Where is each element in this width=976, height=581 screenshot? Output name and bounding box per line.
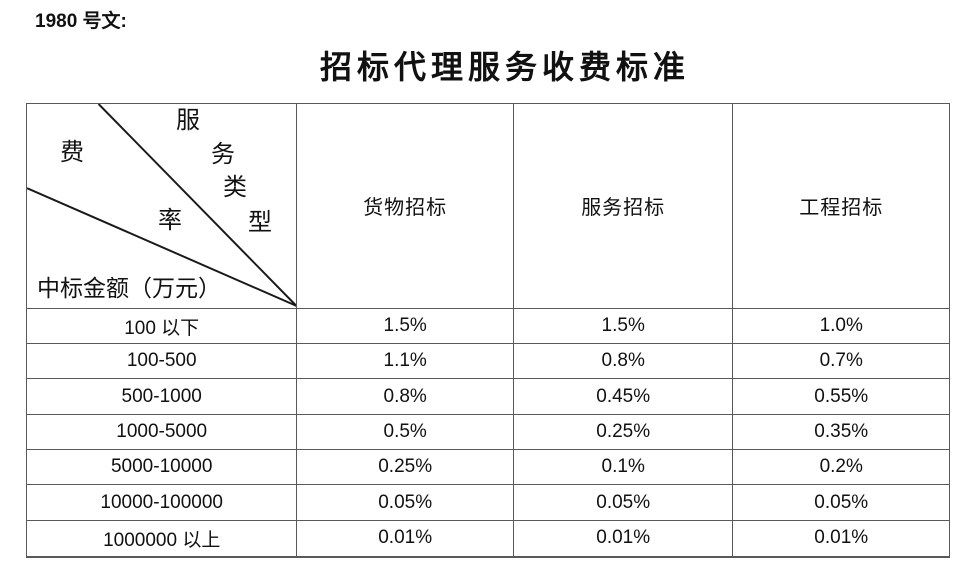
- corner-service-type-char: 类: [223, 175, 247, 201]
- fee-value-cell: 0.05%: [733, 485, 949, 521]
- fee-value-cell: 0.2%: [733, 450, 949, 486]
- fee-value-cell: 0.35%: [733, 415, 949, 451]
- corner-fee-rate-char: 率: [158, 208, 182, 234]
- column-header-engineering: 工程招标: [733, 104, 949, 309]
- corner-service-type-char: 务: [211, 142, 235, 168]
- fee-value-cell: 0.05%: [297, 485, 514, 521]
- fee-value-cell: 0.5%: [297, 414, 514, 451]
- row-label-cell: 100 以下: [27, 308, 298, 345]
- fee-value-cell: 0.05%: [513, 485, 734, 521]
- corner-amount-label: 中标金额（万元）: [37, 276, 221, 301]
- column-header-goods: 货物招标: [297, 104, 514, 309]
- doc-number-label: 1980 号文:: [35, 11, 127, 32]
- fee-value-cell: 0.25%: [513, 414, 734, 451]
- row-label-cell: 10000-100000: [27, 485, 298, 521]
- fee-value-cell: 0.55%: [733, 379, 949, 415]
- table-corner-cell: 服 务 类 型 费 率 中标金额（万元）: [27, 104, 298, 309]
- column-header-services: 服务招标: [513, 104, 734, 309]
- page-title: 招标代理服务收费标准: [319, 49, 690, 85]
- fee-value-cell: 0.01%: [814, 527, 869, 549]
- row-label-cell: 1000000 以上: [27, 520, 298, 556]
- fee-value-cell: 0.1%: [513, 450, 734, 486]
- fee-value-cell: 0.45%: [513, 379, 734, 415]
- corner-fee-rate-char: 费: [60, 140, 84, 166]
- row-label-cell: 500-1000: [27, 379, 298, 415]
- fee-value-cell: 1.5%: [513, 308, 734, 345]
- fee-value-cell: 0.25%: [297, 450, 514, 486]
- corner-service-type-char: 型: [248, 210, 272, 236]
- diagonal-divider-lines: [27, 104, 297, 307]
- fee-value-cell: 0.01%: [297, 520, 514, 556]
- fee-value-cell: 0.01%: [514, 520, 734, 556]
- fee-table: 服 务 类 型 费 率 中标金额（万元） 货物招标 服务招标 工程招标 100 …: [26, 103, 950, 558]
- corner-service-type-char: 服: [176, 108, 200, 134]
- fee-value-cell: 1.0%: [733, 309, 949, 345]
- fee-value-cell: 1.1%: [297, 344, 514, 380]
- fee-value-cell: 0.8%: [513, 344, 734, 380]
- row-label-cell: 1000-5000: [27, 414, 298, 451]
- fee-value-cell: 1.5%: [297, 308, 514, 345]
- row-label-cell: 5000-10000: [27, 450, 298, 486]
- fee-value-cell: 0.8%: [297, 379, 514, 415]
- fee-value-cell: 0.7%: [733, 344, 949, 380]
- row-label-cell: 100-500: [27, 344, 298, 380]
